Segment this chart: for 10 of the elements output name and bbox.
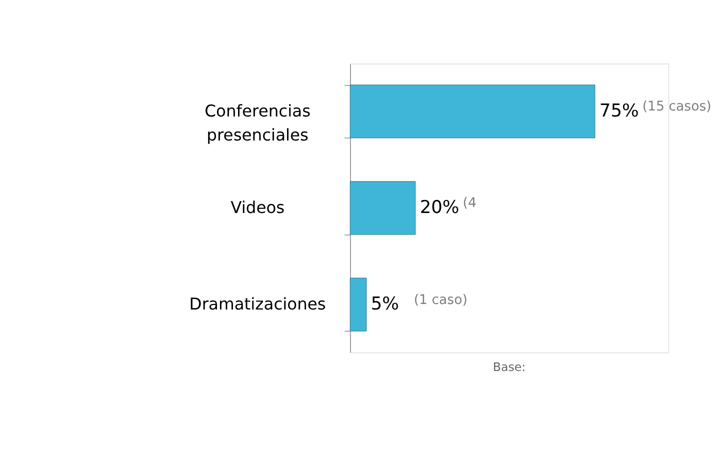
text: Base:: [492, 360, 526, 374]
data-label: 5%: [370, 294, 400, 315]
annotation: (4: [462, 196, 476, 212]
y-tick-label: Videos: [230, 198, 285, 218]
y-tick-label: Dramatizaciones: [189, 294, 326, 314]
data-label: 20%: [420, 198, 460, 218]
y-tick-label: Conferencias presenciales: [204, 102, 311, 144]
annotation: (1 caso): [414, 292, 468, 308]
text: (15 casos): [642, 100, 712, 115]
data-label: 75%: [599, 102, 639, 122]
